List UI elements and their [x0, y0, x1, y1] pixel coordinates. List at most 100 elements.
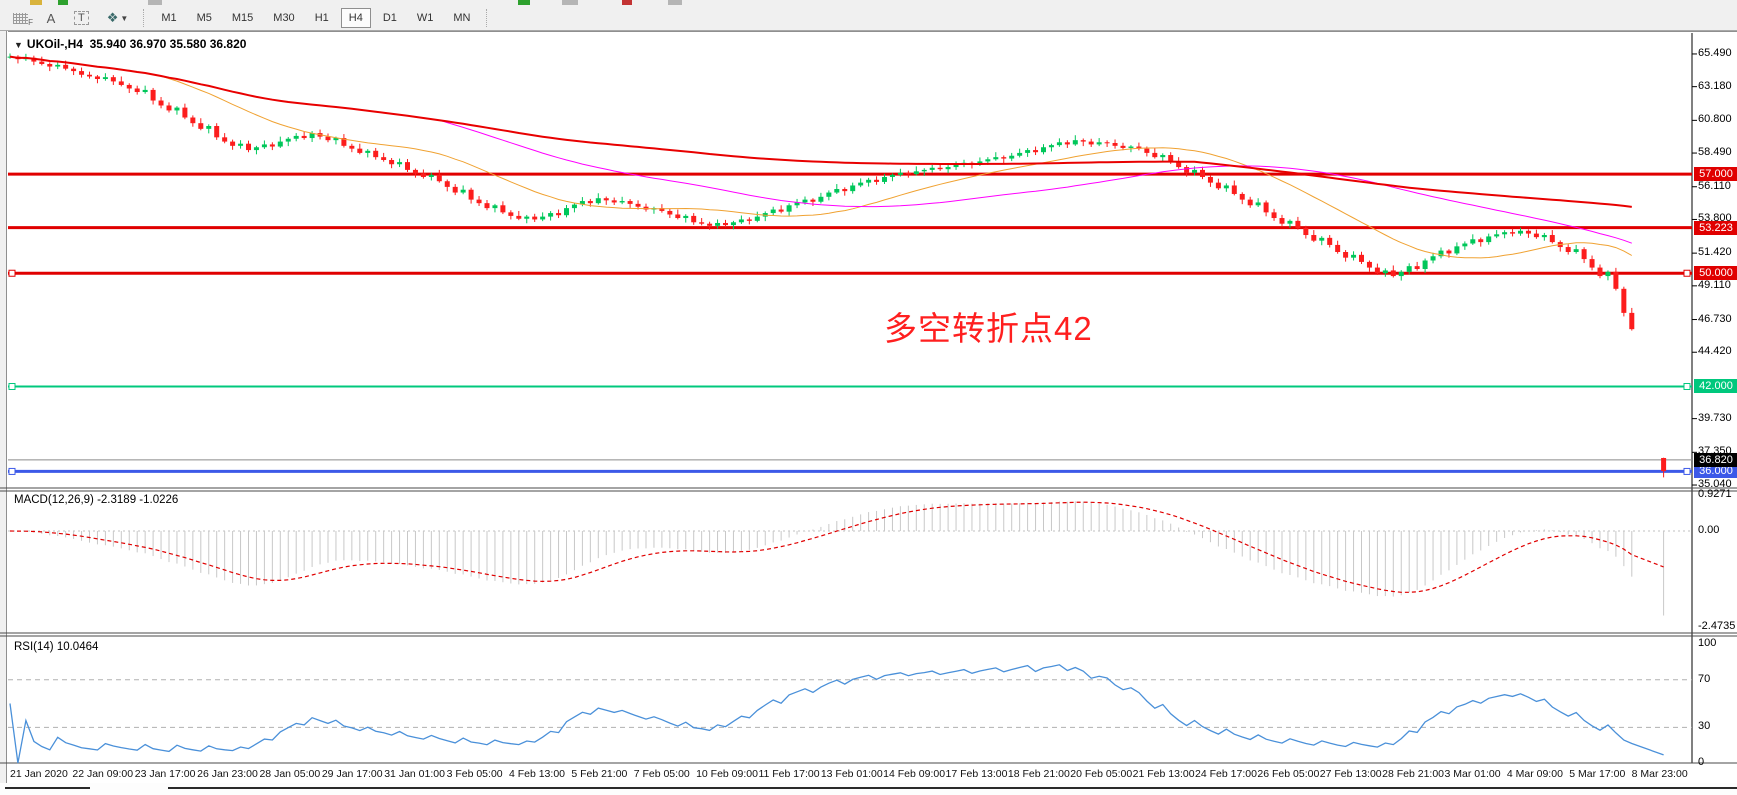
candle-body — [309, 133, 315, 139]
candle-body — [277, 141, 283, 147]
candle-body — [1398, 271, 1404, 277]
tf-button-d1[interactable]: D1 — [375, 8, 405, 28]
candle-body — [333, 138, 339, 141]
candle-body — [810, 199, 816, 202]
shapes-tool-icon[interactable]: ❖ ▼ — [100, 8, 136, 28]
candle-body — [428, 174, 434, 177]
candle-body — [1486, 236, 1492, 243]
candle-body — [945, 167, 951, 170]
candle-body — [818, 196, 824, 202]
text-tool-icon[interactable]: T — [67, 8, 96, 28]
candle-body — [1295, 220, 1301, 228]
line-handle — [1683, 269, 1691, 277]
candle-body — [1502, 232, 1508, 235]
window-left-border — [0, 31, 7, 783]
candle-body — [1573, 249, 1579, 253]
macd-signal-line — [9, 501, 1664, 593]
date-label-7: 3 Feb 05:00 — [446, 768, 503, 780]
candle-body — [1335, 244, 1341, 253]
candle-body — [1064, 142, 1070, 145]
candle-body — [874, 179, 880, 182]
candle-body — [1462, 243, 1468, 247]
date-label-4: 28 Jan 05:00 — [259, 768, 321, 780]
candle-body — [47, 64, 53, 67]
candle-body — [158, 100, 164, 106]
candle-body — [1041, 147, 1046, 153]
candle-body — [420, 173, 426, 177]
chevron-down-icon[interactable]: ▼ — [14, 40, 23, 50]
date-label-24: 4 Mar 09:00 — [1506, 768, 1563, 780]
date-label-19: 24 Feb 17:00 — [1195, 768, 1257, 780]
candle-body — [206, 126, 212, 129]
fibonacci-grid-icon[interactable]: F — [6, 8, 35, 28]
candle-body — [1048, 145, 1054, 148]
candle-body — [1001, 157, 1007, 159]
candle-body — [754, 216, 760, 221]
tf-button-h1[interactable]: H1 — [307, 8, 337, 28]
candle-body — [1168, 155, 1174, 162]
candle-body — [500, 205, 506, 213]
candle-body — [675, 214, 681, 219]
candle-body — [516, 215, 522, 219]
macd-tick-0.00: 0.00 — [1698, 523, 1720, 536]
tf-button-m5[interactable]: M5 — [189, 8, 220, 28]
rsi-tick-0: 0 — [1698, 756, 1705, 768]
price-tick-39.730: 39.730 — [1698, 411, 1732, 424]
candle-body — [1263, 202, 1269, 213]
candle-body — [452, 186, 458, 193]
candle-body — [1088, 141, 1094, 145]
candle-body — [1597, 267, 1603, 277]
date-label-0: 21 Jan 2020 — [10, 768, 68, 780]
candle-body — [1056, 142, 1062, 146]
symbol-period-text: UKOil-,H4 — [26, 37, 83, 51]
candle-body — [1160, 155, 1166, 158]
candle-body — [707, 223, 713, 226]
candle-body — [603, 198, 609, 201]
date-label-21: 27 Feb 13:00 — [1319, 768, 1382, 780]
chart-text-annotation[interactable]: 多空转折点42 — [884, 310, 1093, 347]
tf-button-m1[interactable]: M1 — [153, 8, 184, 28]
candle-body — [587, 201, 593, 204]
candle-body — [1176, 161, 1182, 168]
candle-body — [397, 162, 403, 165]
dropdown-caret-icon: ▼ — [120, 13, 129, 23]
candle-body — [230, 141, 236, 146]
candle-body — [293, 135, 299, 139]
candle-body — [1104, 142, 1110, 144]
candle-body — [468, 189, 474, 200]
candle-body — [683, 215, 689, 219]
candle-body — [977, 161, 983, 165]
candle-body — [1390, 270, 1396, 277]
tf-button-mn[interactable]: MN — [445, 8, 478, 28]
grid-f-letter: F — [28, 18, 33, 27]
candle-body — [1589, 259, 1595, 268]
tf-button-w1[interactable]: W1 — [409, 8, 442, 28]
candle-body — [993, 157, 999, 160]
candle-body — [444, 181, 450, 187]
candle-body — [1223, 185, 1229, 189]
candle-body — [1525, 230, 1531, 234]
macd-indicator-label: MACD(12,26,9) -2.3189 -1.0226 — [14, 494, 179, 506]
tf-button-m15[interactable]: M15 — [224, 8, 261, 28]
candle-body — [71, 68, 77, 72]
rsi-tick-30: 30 — [1698, 720, 1711, 733]
level-label-57.000: 57.000 — [1694, 167, 1737, 182]
candle-body — [214, 126, 220, 138]
chart-client-area[interactable] — [0, 31, 1737, 783]
candle-body — [182, 107, 188, 118]
candle-body — [79, 71, 85, 75]
candle-body — [595, 198, 601, 204]
tf-button-h4[interactable]: H4 — [340, 8, 371, 28]
tf-button-m30[interactable]: M30 — [265, 8, 302, 28]
candle-body — [715, 222, 721, 226]
label-tool-icon[interactable]: A — [39, 8, 63, 28]
candle-body — [134, 88, 140, 93]
candle-body — [889, 174, 895, 177]
candle-body — [246, 143, 251, 151]
candle-body — [87, 74, 92, 77]
date-label-1: 22 Jan 09:00 — [72, 768, 134, 780]
candle-body — [667, 210, 673, 215]
candle-body — [1533, 233, 1539, 238]
